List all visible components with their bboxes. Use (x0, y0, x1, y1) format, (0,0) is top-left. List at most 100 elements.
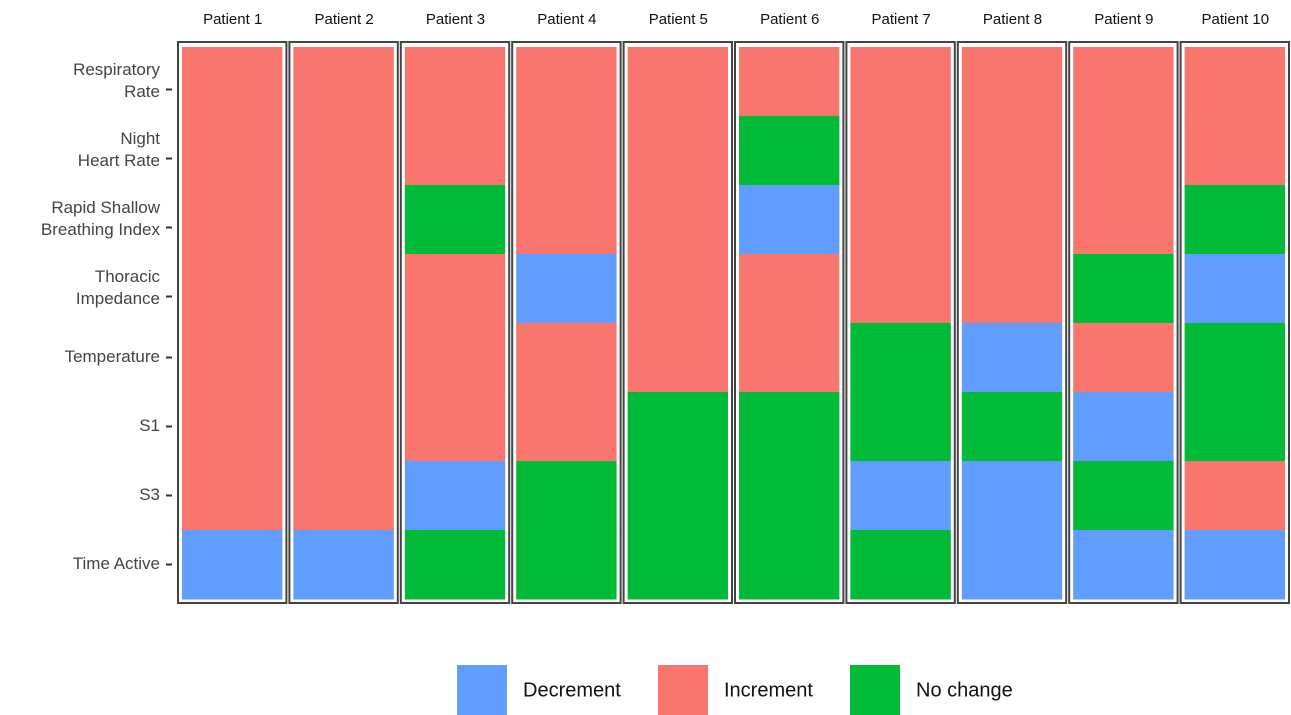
panel-border (845, 41, 956, 604)
tile (739, 392, 840, 462)
panel-border (1068, 41, 1179, 604)
tile (293, 185, 394, 255)
legend-label: No change (916, 679, 1013, 701)
tile (627, 254, 728, 324)
row-label: Time Active (73, 554, 160, 573)
tile (404, 323, 506, 393)
column-label: Patient 9 (1094, 11, 1153, 28)
tile (1073, 530, 1174, 600)
tile (961, 530, 1063, 600)
tile (961, 323, 1063, 393)
tile (961, 392, 1063, 462)
tile (739, 47, 840, 117)
panel-border (1179, 41, 1290, 604)
tile (850, 254, 951, 324)
row-label: Rapid Shallow (51, 198, 160, 217)
tile (516, 323, 617, 393)
tile (627, 530, 728, 600)
tile (516, 47, 617, 117)
tile (293, 116, 394, 186)
tile (627, 47, 728, 117)
column-label: Patient 10 (1202, 11, 1270, 28)
legend-swatch (457, 665, 507, 715)
column-label: Patient 6 (760, 11, 819, 28)
tile (961, 185, 1063, 255)
column-label: Patient 5 (649, 11, 708, 28)
legend-swatch (658, 665, 708, 715)
row-label: Breathing Index (41, 220, 161, 239)
tile (627, 323, 728, 393)
tile (182, 392, 283, 462)
tile (739, 323, 840, 393)
tile (961, 116, 1063, 186)
tile (739, 461, 840, 531)
tile (1073, 461, 1174, 531)
tile (1184, 116, 1285, 186)
tile (739, 530, 840, 600)
tile (739, 254, 840, 324)
tile (182, 323, 283, 393)
tile (404, 461, 506, 531)
tile (627, 392, 728, 462)
tile (627, 116, 728, 186)
tile (850, 116, 951, 186)
panel-border (622, 41, 733, 604)
tile (516, 185, 617, 255)
row-label: Temperature (65, 347, 160, 366)
column-label: Patient 2 (314, 11, 373, 28)
tile (850, 185, 951, 255)
tile (182, 461, 283, 531)
panel-border (956, 41, 1068, 604)
tile (293, 323, 394, 393)
tile (516, 392, 617, 462)
tile (1184, 254, 1285, 324)
tile (293, 461, 394, 531)
legend-swatch (850, 665, 900, 715)
tile (850, 323, 951, 393)
legend-label: Decrement (523, 679, 621, 701)
legend-label: Increment (724, 679, 813, 701)
tile (404, 185, 506, 255)
panel-border (177, 41, 288, 604)
tile (850, 530, 951, 600)
tile (961, 254, 1063, 324)
tile (516, 530, 617, 600)
row-label: Rate (124, 82, 160, 101)
tile (739, 185, 840, 255)
panel-border (734, 41, 845, 604)
tile (182, 185, 283, 255)
tile (1184, 461, 1285, 531)
column-label: Patient 1 (203, 11, 262, 28)
tile (1073, 323, 1174, 393)
column-label: Patient 4 (537, 11, 596, 28)
tile (182, 530, 283, 600)
tile (961, 461, 1063, 531)
tile (850, 461, 951, 531)
row-label: Heart Rate (78, 151, 160, 170)
row-label: S1 (139, 416, 160, 435)
tile (404, 530, 506, 600)
tile (1073, 254, 1174, 324)
tile (182, 254, 283, 324)
tile (1073, 185, 1174, 255)
tile (1184, 323, 1285, 393)
row-label: Respiratory (73, 60, 160, 79)
tile (1184, 47, 1285, 117)
tile (627, 461, 728, 531)
tile (627, 185, 728, 255)
panel-border (511, 41, 622, 604)
tile (293, 392, 394, 462)
tile (516, 461, 617, 531)
tile (961, 47, 1063, 117)
column-label: Patient 8 (983, 11, 1042, 28)
tile (516, 254, 617, 324)
row-label: Impedance (76, 289, 160, 308)
tile (404, 116, 506, 186)
tile (516, 116, 617, 186)
tile (1073, 116, 1174, 186)
panel-border (399, 41, 511, 604)
tile (739, 116, 840, 186)
tile (293, 47, 394, 117)
tile (850, 392, 951, 462)
